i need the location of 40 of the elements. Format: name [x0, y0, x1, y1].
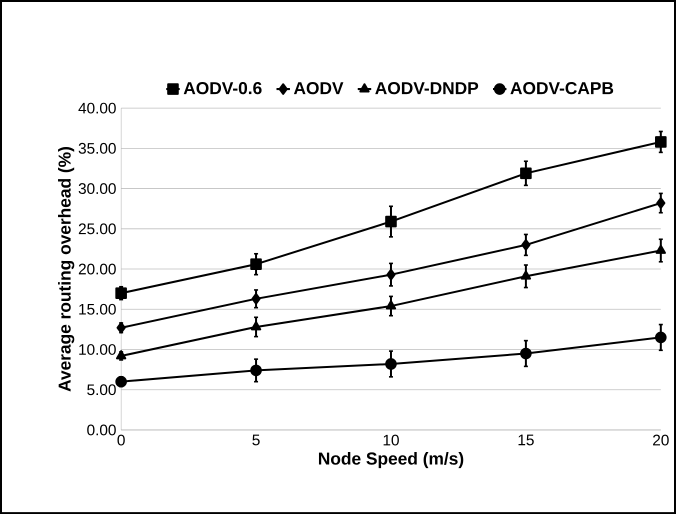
legend-label: AODV: [294, 82, 344, 94]
y-tick-label: 5.00: [87, 384, 116, 396]
point: [386, 300, 396, 310]
legend-label: AODV-DNDP: [375, 82, 478, 94]
legend-label: AODV-0.6: [184, 82, 262, 94]
point: [655, 332, 667, 344]
y-tick-label: 30.00: [78, 183, 116, 194]
x-axis-title: Node Speed (m/s): [318, 452, 464, 468]
point: [520, 270, 532, 280]
x-tick-label: 0: [117, 434, 125, 446]
point: [386, 268, 396, 280]
y-axis-title: Average routing overhead (%): [58, 146, 74, 392]
point: [116, 322, 126, 334]
x-tick-label: 15: [518, 434, 534, 446]
point: [115, 376, 127, 388]
y-tick-label: 0.00: [87, 424, 116, 436]
legend-label: AODV-CAPB: [510, 82, 614, 94]
point: [385, 358, 397, 370]
y-tick-label: 10.00: [79, 344, 116, 355]
point: [385, 216, 397, 228]
point: [116, 350, 126, 360]
point: [521, 239, 530, 251]
y-tick-label: 20.00: [78, 264, 116, 274]
point: [250, 364, 262, 376]
point: [655, 136, 667, 148]
point: [520, 348, 532, 360]
point: [251, 292, 261, 305]
y-tick-label: 40.00: [78, 102, 116, 114]
x-tick-label: 5: [252, 434, 260, 446]
point: [250, 258, 262, 270]
y-tick-label: 15.00: [79, 304, 116, 315]
point: [656, 244, 666, 254]
point: [520, 167, 532, 180]
y-tick-label: 35.00: [78, 142, 116, 154]
y-tick-label: 25.00: [78, 223, 116, 234]
x-tick-label: 10: [384, 434, 399, 446]
point: [656, 197, 666, 209]
point: [250, 321, 262, 330]
x-tick-label: 20: [653, 434, 669, 446]
point: [115, 287, 127, 299]
